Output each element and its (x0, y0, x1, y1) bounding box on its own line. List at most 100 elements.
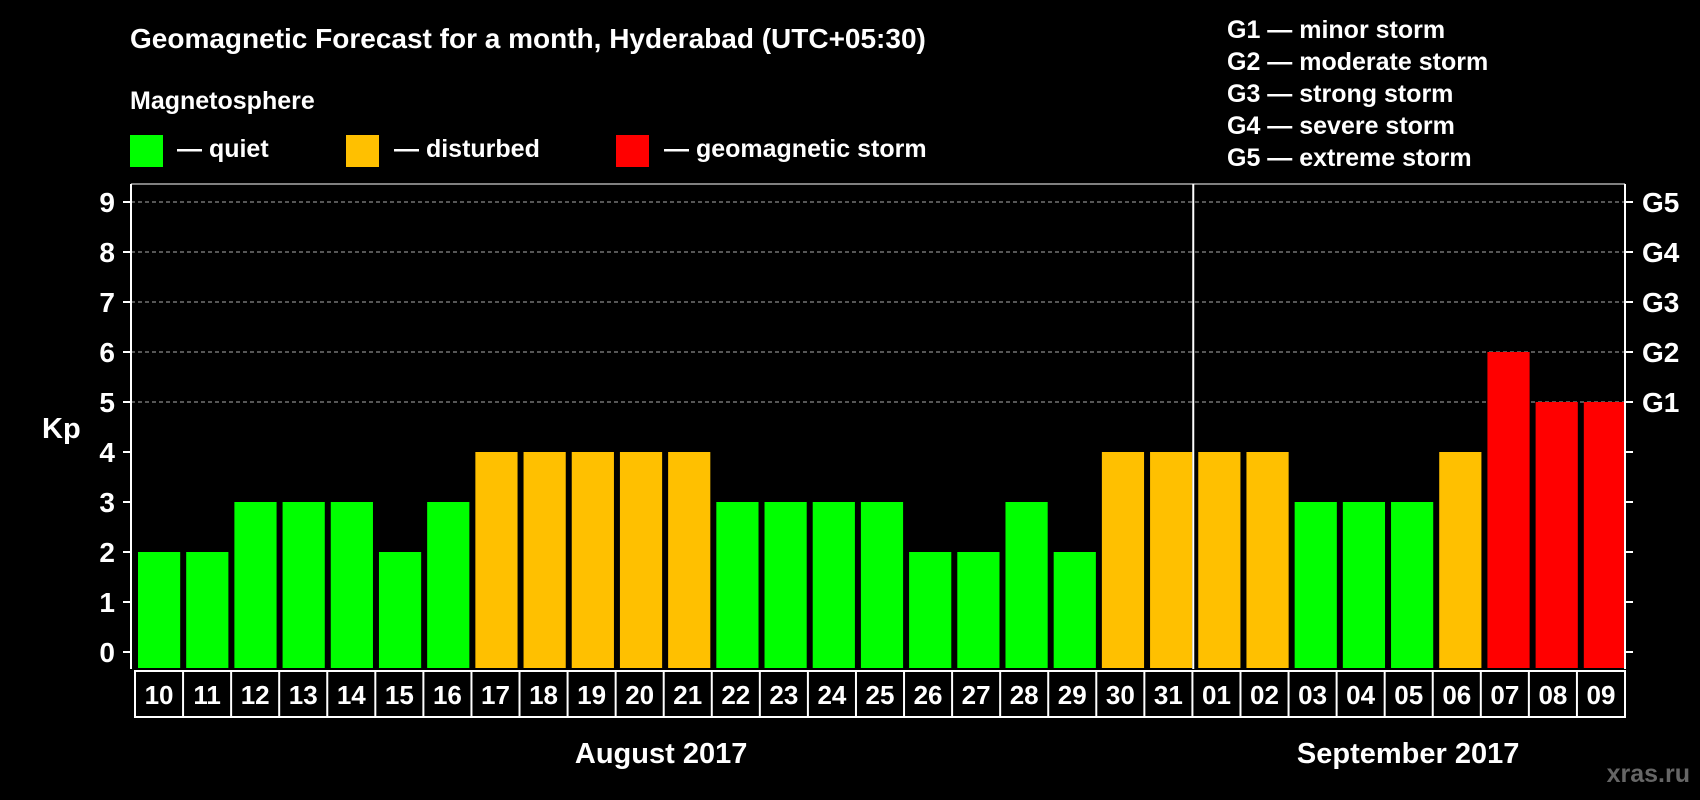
legend-label-quiet: — quiet (177, 135, 269, 163)
bar-17 (475, 452, 518, 668)
bars (138, 352, 1626, 668)
date-label-31: 31 (1154, 680, 1183, 710)
legend-heading: Magnetosphere (130, 87, 315, 115)
bar-06 (1439, 452, 1482, 668)
storm-scale-g2: G2 — moderate storm (1227, 48, 1488, 76)
date-label-12: 12 (241, 680, 270, 710)
date-label-19: 19 (577, 680, 606, 710)
date-label-22: 22 (721, 680, 750, 710)
axes (123, 183, 1633, 669)
bar-15 (378, 552, 422, 668)
x-date-cells: 10 11 12 13 14 15 16 17 18 19 20 21 22 23 24 25 26 27 28 29… (134, 670, 1626, 718)
right-tick-labels: G1 G2 G3 G4 G5 (1642, 187, 1680, 418)
month-labels: August 2017 September 2017 (575, 738, 1519, 770)
bar-14 (330, 502, 373, 668)
date-label-23: 23 (769, 680, 798, 710)
bar-19 (571, 452, 614, 668)
bar-23 (764, 502, 807, 668)
bar-20 (619, 452, 663, 668)
bar-16 (427, 502, 470, 668)
y-tick-label-8: 8 (99, 237, 115, 268)
right-tick-label-g5: G5 (1642, 187, 1679, 218)
date-label-17: 17 (481, 680, 510, 710)
bar-24 (812, 502, 855, 668)
bar-08 (1535, 402, 1578, 668)
bar-07 (1487, 352, 1530, 668)
y-tick-label-2: 2 (99, 537, 115, 568)
legend-swatch-disturbed (346, 135, 379, 167)
chart-title: Geomagnetic Forecast for a month, Hydera… (130, 23, 926, 54)
bar-01 (1198, 452, 1241, 668)
storm-scale-g3: G3 — strong storm (1227, 80, 1453, 108)
right-tick-label-g3: G3 (1642, 287, 1679, 318)
date-label-15: 15 (385, 680, 414, 710)
legend-label-storm: — geomagnetic storm (664, 135, 927, 163)
y-tick-labels: 0 1 2 3 4 5 6 7 8 9 (99, 187, 115, 668)
bar-18 (523, 452, 566, 668)
y-tick-label-5: 5 (99, 387, 115, 418)
date-row-frame (134, 670, 1626, 718)
y-axis-label: Kp (42, 413, 81, 445)
bar-30 (1101, 452, 1145, 668)
date-label-20: 20 (625, 680, 654, 710)
date-label-18: 18 (529, 680, 558, 710)
date-label-01: 01 (1202, 680, 1231, 710)
bar-13 (282, 502, 325, 668)
bar-31 (1150, 452, 1193, 668)
date-label-03: 03 (1298, 680, 1327, 710)
date-label-24: 24 (817, 680, 846, 710)
bar-22 (716, 502, 759, 668)
bar-03 (1294, 502, 1337, 668)
date-label-28: 28 (1010, 680, 1039, 710)
bar-09 (1583, 402, 1626, 668)
bar-29 (1053, 552, 1096, 668)
y-tick-label-3: 3 (99, 487, 115, 518)
date-label-29: 29 (1058, 680, 1087, 710)
date-label-21: 21 (673, 680, 702, 710)
date-label-27: 27 (962, 680, 991, 710)
gridlines (131, 201, 1625, 403)
bar-04 (1342, 502, 1386, 668)
bar-26 (909, 552, 952, 668)
legend-label-disturbed: — disturbed (394, 135, 540, 163)
y-tick-label-7: 7 (99, 287, 115, 318)
bar-12 (234, 502, 277, 668)
date-label-04: 04 (1346, 680, 1375, 710)
right-tick-label-g2: G2 (1642, 337, 1679, 368)
date-label-25: 25 (866, 680, 895, 710)
date-label-08: 08 (1538, 680, 1567, 710)
date-label-13: 13 (289, 680, 318, 710)
y-tick-label-9: 9 (99, 187, 115, 218)
date-label-05: 05 (1394, 680, 1423, 710)
bar-28 (1005, 502, 1048, 668)
y-tick-label-0: 0 (99, 637, 115, 668)
legend-swatch-quiet (130, 135, 163, 167)
y-tick-label-1: 1 (99, 587, 115, 618)
bar-27 (957, 552, 1000, 668)
bar-21 (668, 452, 711, 668)
y-tick-label-4: 4 (99, 437, 115, 468)
date-label-02: 02 (1250, 680, 1279, 710)
bar-25 (860, 502, 904, 668)
bar-02 (1246, 452, 1289, 668)
legend-swatch-storm (616, 135, 649, 167)
date-label-30: 30 (1106, 680, 1135, 710)
right-tick-label-g4: G4 (1642, 237, 1680, 268)
date-label-14: 14 (337, 680, 366, 710)
right-tick-label-g1: G1 (1642, 387, 1679, 418)
storm-scale-legend: G1 — minor storm G2 — moderate storm G3 … (1227, 16, 1488, 172)
bar-11 (186, 552, 229, 668)
date-label-06: 06 (1442, 680, 1471, 710)
date-label-10: 10 (145, 680, 174, 710)
bar-05 (1391, 502, 1434, 668)
month-label-0: August 2017 (575, 738, 747, 770)
date-label-09: 09 (1587, 680, 1616, 710)
storm-scale-g5: G5 — extreme storm (1227, 144, 1472, 172)
date-label-07: 07 (1490, 680, 1519, 710)
date-label-11: 11 (193, 680, 221, 710)
storm-scale-g4: G4 — severe storm (1227, 112, 1455, 140)
bar-10 (138, 552, 181, 668)
legend: — quiet — disturbed — geomagnetic storm (130, 135, 927, 167)
y-tick-label-6: 6 (99, 337, 115, 368)
